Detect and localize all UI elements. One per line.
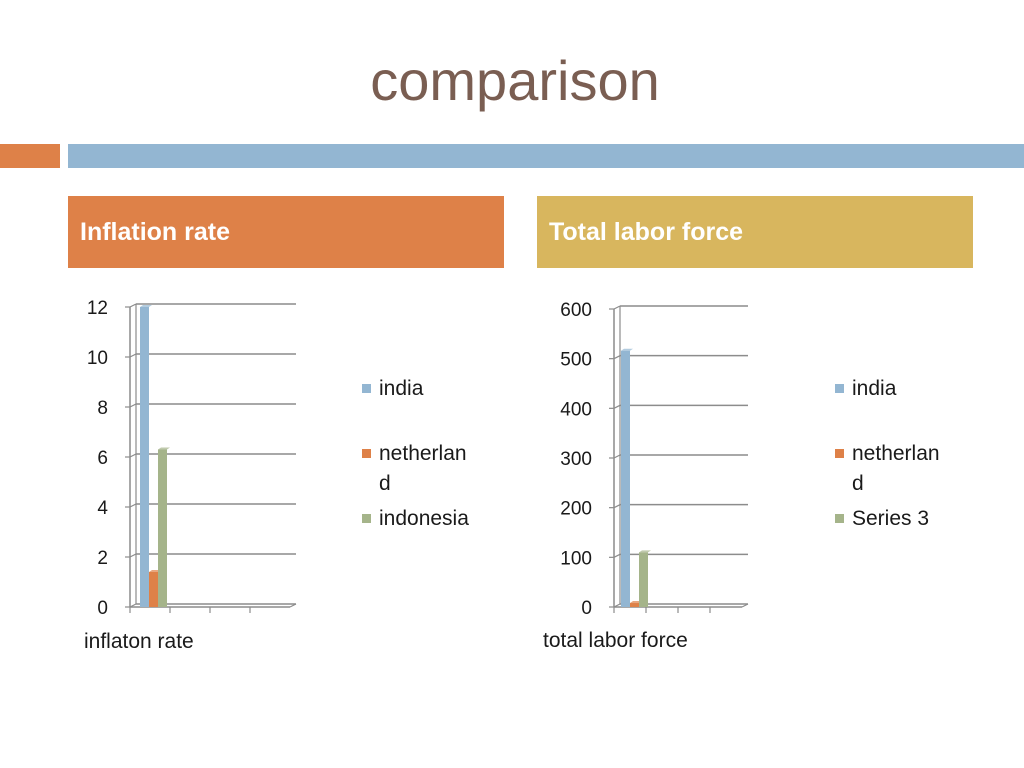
legend-swatch-1-2 bbox=[835, 514, 844, 523]
bar-1-india bbox=[621, 350, 630, 607]
gridline-depth-0-2 bbox=[129, 503, 137, 508]
accent-bar-orange bbox=[0, 144, 60, 168]
ytick-label-0-5: 10 bbox=[87, 348, 108, 369]
ytick-label-0-3: 6 bbox=[97, 448, 108, 469]
legend-label-0-1-0: netherlan bbox=[379, 442, 467, 465]
gridline-depth-0-5 bbox=[129, 353, 137, 358]
gridline-depth-1-1 bbox=[613, 553, 621, 558]
gridline-depth-0-6 bbox=[129, 303, 137, 308]
gridline-depth-1-2 bbox=[613, 504, 621, 509]
legend-label-0-0-0: india bbox=[379, 377, 424, 400]
gridline-depth-1-4 bbox=[613, 404, 621, 409]
legend-swatch-1-0 bbox=[835, 384, 844, 393]
legend-label-1-1-0: netherlan bbox=[852, 442, 940, 465]
legend-label-1-0-0: india bbox=[852, 377, 897, 400]
accent-bar-blue bbox=[68, 144, 1024, 168]
gridline-depth-1-6 bbox=[613, 305, 621, 310]
gridline-depth-1-3 bbox=[613, 454, 621, 459]
legend-swatch-1-1 bbox=[835, 449, 844, 458]
legend-label-0-2-0: indonesia bbox=[379, 507, 469, 530]
charts-area: 0 2 4 6 8 10 12 inflaton rate india netherlan d ind… bbox=[84, 298, 940, 653]
x-axis-depth-0 bbox=[289, 603, 297, 608]
bar-1-netherland bbox=[630, 603, 639, 607]
bar-top-1-2 bbox=[639, 550, 651, 553]
bar-1-series-3 bbox=[639, 552, 648, 607]
bar-top-1-0 bbox=[621, 348, 633, 351]
legend-label-0-1-1: d bbox=[379, 472, 391, 495]
ytick-label-0-6: 12 bbox=[87, 298, 108, 319]
ytick-label-0-2: 4 bbox=[97, 498, 108, 519]
category-label-1: total labor force bbox=[543, 629, 688, 652]
bar-0-indonesia bbox=[158, 449, 167, 607]
gridline-depth-0-1 bbox=[129, 553, 137, 558]
bar-top-0-2 bbox=[158, 447, 170, 450]
slide-title: comparison bbox=[370, 49, 660, 112]
legend-swatch-0-1 bbox=[362, 449, 371, 458]
ytick-label-1-3: 300 bbox=[560, 449, 592, 470]
legend-label-1-1-1: d bbox=[852, 472, 864, 495]
legend-label-1-2-0: Series 3 bbox=[852, 507, 929, 530]
bar-top-0-0 bbox=[140, 305, 152, 307]
gridline-depth-0-3 bbox=[129, 453, 137, 458]
ytick-label-1-2: 200 bbox=[560, 499, 592, 520]
gridline-depth-0-4 bbox=[129, 403, 137, 408]
bar-0-india bbox=[140, 307, 149, 607]
legend-swatch-0-0 bbox=[362, 384, 371, 393]
header-inflation-rate: Inflation rate bbox=[68, 196, 504, 268]
ytick-label-1-4: 400 bbox=[560, 399, 592, 420]
ytick-label-0-1: 2 bbox=[97, 548, 108, 569]
x-axis-depth-1 bbox=[741, 603, 749, 608]
bar-0-netherland bbox=[149, 572, 158, 607]
ytick-label-1-5: 500 bbox=[560, 350, 592, 371]
ytick-label-1-0: 0 bbox=[581, 598, 592, 619]
ytick-label-1-6: 600 bbox=[560, 300, 592, 321]
legend-swatch-0-2 bbox=[362, 514, 371, 523]
ytick-label-0-0: 0 bbox=[97, 598, 108, 619]
header-total-labor-force: Total labor force bbox=[537, 196, 973, 268]
category-label-0: inflaton rate bbox=[84, 630, 194, 653]
gridline-depth-1-5 bbox=[613, 355, 621, 360]
ytick-label-0-4: 8 bbox=[97, 398, 108, 419]
ytick-label-1-1: 100 bbox=[560, 548, 592, 569]
